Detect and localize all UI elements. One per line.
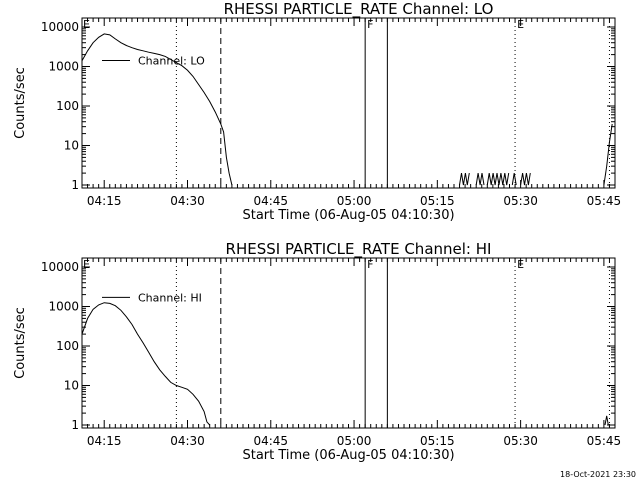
chart-panel-2: RHESSI PARTICLE_RATE Channel: HI 1 10 100 10… bbox=[13, 240, 621, 463]
noise-spike-series bbox=[511, 173, 517, 186]
x-tick-label: 04:15 bbox=[87, 194, 122, 208]
data-series-line bbox=[81, 302, 211, 426]
plot-frame bbox=[81, 17, 616, 189]
x-tick-label: 04:30 bbox=[170, 194, 205, 208]
data-series-line bbox=[604, 415, 609, 426]
y-tick-label: 1000 bbox=[48, 300, 79, 314]
legend-label: Channel: HI bbox=[138, 291, 202, 304]
noise-spike-series bbox=[520, 173, 531, 186]
x-tick-label: 04:45 bbox=[253, 434, 288, 448]
footer-timestamp: 18-Oct-2021 23:30 bbox=[560, 470, 636, 479]
noise-spike-series bbox=[486, 173, 510, 186]
y-tick-label: 10000 bbox=[41, 20, 79, 34]
y-tick-label: 1 bbox=[71, 178, 79, 192]
y-tick-label: 100 bbox=[56, 339, 79, 353]
x-tick-label: 05:15 bbox=[420, 194, 455, 208]
data-series-line bbox=[81, 33, 233, 186]
chart-title: RHESSI PARTICLE_RATE Channel: HI bbox=[226, 240, 492, 259]
x-tick-label: 05:00 bbox=[337, 194, 372, 208]
legend-label: Channel: LO bbox=[138, 55, 205, 68]
y-tick-label: 100 bbox=[56, 99, 79, 113]
chart-panel-1: RHESSI PARTICLE_RATE Channel: LO 1 10 100 10… bbox=[13, 0, 621, 223]
x-tick-label: 05:30 bbox=[503, 194, 538, 208]
data-series-line bbox=[603, 123, 613, 186]
noise-spike-series bbox=[459, 173, 470, 186]
y-tick-label: 1000 bbox=[48, 60, 79, 74]
x-axis-label: Start Time (06-Aug-05 04:10:30) bbox=[242, 208, 454, 223]
flag-marker-f: F bbox=[367, 18, 373, 31]
x-tick-label: 05:00 bbox=[337, 434, 372, 448]
flag-marker-e: E bbox=[517, 18, 524, 31]
x-tick-label: 05:30 bbox=[503, 434, 538, 448]
x-tick-label: 04:15 bbox=[87, 434, 122, 448]
noise-spike-series bbox=[475, 173, 485, 186]
x-tick-label: 05:45 bbox=[587, 194, 622, 208]
y-axis-label: Counts/sec bbox=[13, 67, 28, 139]
flag-marker-e: E bbox=[83, 18, 90, 31]
x-tick-label: 04:30 bbox=[170, 434, 205, 448]
y-axis-label: Counts/sec bbox=[13, 307, 28, 379]
y-tick-label: 10 bbox=[64, 139, 79, 153]
x-tick-label: 04:45 bbox=[253, 194, 288, 208]
flag-marker-f: F bbox=[367, 258, 373, 271]
x-axis-label: Start Time (06-Aug-05 04:10:30) bbox=[242, 448, 454, 463]
y-tick-label: 10000 bbox=[41, 260, 79, 274]
flag-marker-e: E bbox=[83, 258, 90, 271]
chart-title: RHESSI PARTICLE_RATE Channel: LO bbox=[224, 0, 494, 19]
y-tick-label: 10 bbox=[64, 379, 79, 393]
flag-marker-e: E bbox=[517, 258, 524, 271]
x-tick-label: 05:15 bbox=[420, 434, 455, 448]
plot-frame bbox=[81, 257, 616, 429]
y-tick-label: 1 bbox=[71, 418, 79, 432]
x-tick-label: 05:45 bbox=[587, 434, 622, 448]
